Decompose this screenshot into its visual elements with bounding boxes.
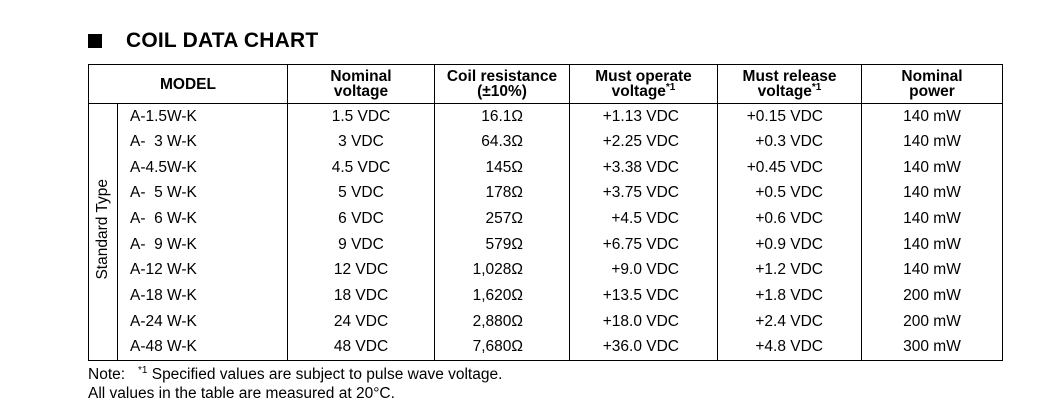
- cell-nominal-power: 200 mW: [861, 309, 1003, 335]
- cell-nominal-power: 140 mW: [861, 103, 1003, 130]
- table-notes: Note: *1 Specified values are subject to…: [88, 364, 503, 403]
- note-line-2: All values in the table are measured at …: [88, 384, 395, 402]
- cell-nominal-power: 140 mW: [861, 257, 1003, 284]
- table-row: A- 3 W-K 3 VDC 64.3Ω +2.25 VDC +0.3 VDC 140 m…: [89, 129, 1003, 155]
- page-title: COIL DATA CHART: [126, 29, 319, 52]
- header-nominal-voltage: Nominal voltage: [287, 64, 435, 104]
- table-row: A- 6 W-K 6 VDC 257Ω +4.5 VDC +0.6 VDC 140 mW: [89, 206, 1003, 232]
- cell-must-release-voltage: +0.45 VDC: [717, 154, 862, 181]
- square-bullet-icon: [88, 34, 102, 48]
- cell-coil-resistance: 16.1Ω: [434, 103, 570, 130]
- cell-must-release-voltage: +0.3 VDC: [717, 129, 862, 155]
- header-model: MODEL: [88, 64, 288, 104]
- cell-model: A-4.5W-K: [117, 154, 288, 181]
- cell-coil-resistance: 145Ω: [434, 154, 570, 181]
- side-label-standard-type: Standard Type: [88, 103, 118, 361]
- cell-nominal-power: 140 mW: [861, 129, 1003, 155]
- cell-coil-resistance: 178Ω: [434, 180, 570, 207]
- cell-coil-resistance: 2,880Ω: [434, 309, 570, 335]
- cell-nominal-power: 300 mW: [861, 334, 1003, 361]
- table-row: A-4.5W-K 4.5 VDC 145Ω +3.38 VDC +0.45 VDC 140…: [89, 154, 1003, 181]
- table-row: A-18 W-K 18 VDC 1,620Ω +13.5 VDC +1.8 VDC 200…: [89, 283, 1003, 309]
- cell-model: A- 6 W-K: [117, 206, 288, 232]
- cell-nominal-power: 140 mW: [861, 154, 1003, 181]
- table-row: A- 5 W-K 5 VDC 178Ω +3.75 VDC +0.5 VDC 140 mW: [89, 180, 1003, 207]
- cell-model: A-18 W-K: [117, 283, 288, 309]
- table-row: A-12 W-K 12 VDC 1,028Ω +9.0 VDC +1.2 VDC 140 …: [89, 257, 1003, 284]
- cell-model: A-24 W-K: [117, 309, 288, 335]
- cell-model: A- 3 W-K: [117, 129, 288, 155]
- cell-nominal-power: 140 mW: [861, 180, 1003, 207]
- cell-coil-resistance: 7,680Ω: [434, 334, 570, 361]
- cell-coil-resistance: 1,028Ω: [434, 257, 570, 284]
- cell-must-release-voltage: +2.4 VDC: [717, 309, 862, 335]
- cell-coil-resistance: 64.3Ω: [434, 129, 570, 155]
- cell-must-operate-voltage: +3.38 VDC: [569, 154, 718, 181]
- cell-must-operate-voltage: +13.5 VDC: [569, 283, 718, 309]
- cell-must-operate-voltage: +4.5 VDC: [569, 206, 718, 232]
- cell-coil-resistance: 1,620Ω: [434, 283, 570, 309]
- cell-must-release-voltage: +0.5 VDC: [717, 180, 862, 207]
- cell-model: A-48 W-K: [117, 334, 288, 361]
- cell-nominal-voltage: 3 VDC: [287, 129, 435, 155]
- coil-data-table: MODEL Nominal voltage Coil resistance (±10…: [88, 64, 1003, 361]
- header-must-operate-voltage: Must operate voltage*1: [569, 64, 718, 104]
- cell-nominal-power: 140 mW: [861, 231, 1003, 258]
- cell-model: A- 9 W-K: [117, 231, 288, 258]
- table-row: A-48 W-K 48 VDC 7,680Ω +36.0 VDC +4.8 VDC 300…: [89, 334, 1003, 361]
- table-row: A- 9 W-K 9 VDC 579Ω +6.75 VDC +0.9 VDC 140 mW: [89, 231, 1003, 258]
- table-header-row: MODEL Nominal voltage Coil resistance (±10…: [88, 64, 1003, 104]
- cell-nominal-power: 140 mW: [861, 206, 1003, 232]
- cell-nominal-voltage: 4.5 VDC: [287, 154, 435, 181]
- cell-must-operate-voltage: +6.75 VDC: [569, 231, 718, 258]
- cell-model: A- 5 W-K: [117, 180, 288, 207]
- header-coil-resistance: Coil resistance (±10%): [434, 64, 570, 104]
- cell-must-release-voltage: +1.8 VDC: [717, 283, 862, 309]
- cell-must-operate-voltage: +36.0 VDC: [569, 334, 718, 361]
- cell-nominal-voltage: 12 VDC: [287, 257, 435, 284]
- cell-nominal-voltage: 18 VDC: [287, 283, 435, 309]
- cell-nominal-voltage: 6 VDC: [287, 206, 435, 232]
- cell-nominal-power: 200 mW: [861, 283, 1003, 309]
- footnote-mark: *1: [665, 81, 676, 93]
- section-heading: COIL DATA CHART: [88, 29, 318, 53]
- header-must-release-voltage: Must release voltage*1: [717, 64, 862, 104]
- cell-nominal-voltage: 1.5 VDC: [287, 103, 435, 130]
- cell-coil-resistance: 257Ω: [434, 206, 570, 232]
- cell-nominal-voltage: 48 VDC: [287, 334, 435, 361]
- cell-must-operate-voltage: +1.13 VDC: [569, 103, 718, 130]
- cell-must-release-voltage: +0.9 VDC: [717, 231, 862, 258]
- cell-nominal-voltage: 5 VDC: [287, 180, 435, 207]
- cell-must-release-voltage: +0.15 VDC: [717, 103, 862, 130]
- footnote-mark: *1: [811, 81, 822, 93]
- cell-model: A-12 W-K: [117, 257, 288, 284]
- note-line-1: Note: *1 Specified values are subject to…: [88, 364, 503, 383]
- cell-must-release-voltage: +0.6 VDC: [717, 206, 862, 232]
- cell-model: A-1.5W-K: [117, 103, 288, 130]
- cell-coil-resistance: 579Ω: [434, 231, 570, 258]
- cell-must-operate-voltage: +2.25 VDC: [569, 129, 718, 155]
- cell-must-operate-voltage: +9.0 VDC: [569, 257, 718, 284]
- cell-must-operate-voltage: +18.0 VDC: [569, 309, 718, 335]
- header-nominal-power: Nominal power: [861, 64, 1003, 104]
- cell-nominal-voltage: 24 VDC: [287, 309, 435, 335]
- table-row: Standard Type A-1.5W-K 1.5 VDC 16.1Ω +1.13 V…: [88, 103, 1003, 361]
- cell-nominal-voltage: 9 VDC: [287, 231, 435, 258]
- table-row: A-24 W-K 24 VDC 2,880Ω +18.0 VDC +2.4 VDC 200…: [89, 309, 1003, 335]
- cell-must-release-voltage: +4.8 VDC: [717, 334, 862, 361]
- cell-must-release-voltage: +1.2 VDC: [717, 257, 862, 284]
- cell-must-operate-voltage: +3.75 VDC: [569, 180, 718, 207]
